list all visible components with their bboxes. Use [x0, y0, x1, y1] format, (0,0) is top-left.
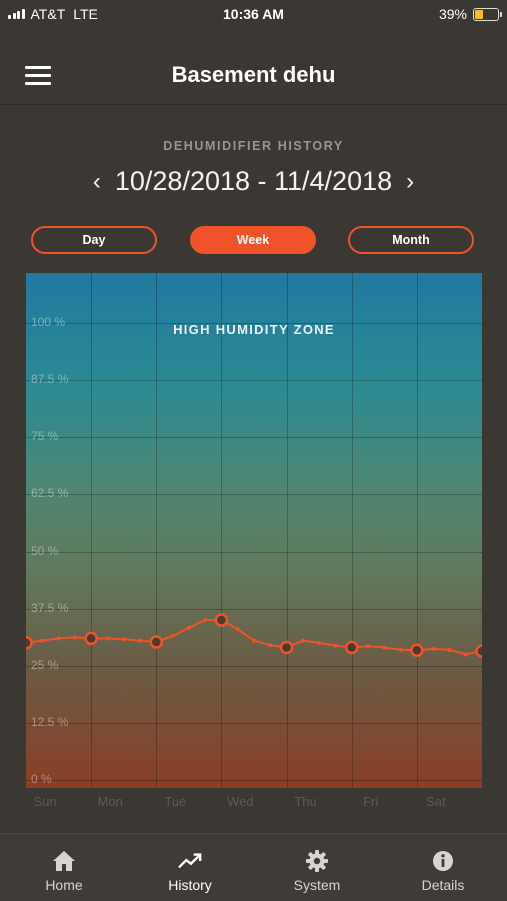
- data-point: [56, 636, 61, 641]
- grid-line-horizontal: [26, 380, 482, 382]
- data-point: [366, 644, 370, 649]
- data-point: [268, 643, 273, 648]
- navigation-bar: Basement dehu: [0, 28, 507, 105]
- grid-line-vertical: [221, 273, 223, 788]
- battery-percent: 39%: [438, 6, 467, 22]
- tab-history[interactable]: History: [127, 834, 253, 901]
- y-axis-tick-label: 50 %: [31, 543, 59, 558]
- y-axis-tick-label: 37.5 %: [31, 600, 69, 615]
- data-point: [72, 635, 77, 640]
- humidity-line-plot: [26, 613, 483, 658]
- info-icon: [431, 850, 455, 872]
- y-axis-tick-label: 12.5 %: [31, 714, 69, 729]
- status-right: 39%: [438, 6, 502, 22]
- status-bar: AT&T LTE 10:36 AM 39%: [0, 0, 507, 28]
- hamburger-menu-icon[interactable]: [25, 66, 51, 86]
- x-axis-tick-label: Fri: [363, 794, 379, 809]
- home-icon: [52, 850, 76, 872]
- tab-system-label: System: [293, 877, 341, 893]
- y-axis-tick-label: 25 %: [31, 657, 59, 672]
- bottom-tab-bar: Home History System Details: [0, 833, 507, 901]
- data-point: [252, 638, 256, 643]
- date-range-navigator: ‹ 10/28/2018 - 11/4/2018 ›: [0, 166, 507, 197]
- daily-data-point-marker[interactable]: [279, 640, 294, 655]
- network-type: LTE: [73, 6, 98, 22]
- x-axis-tick-label: Sun: [33, 794, 57, 809]
- previous-week-arrow-icon[interactable]: ‹: [92, 167, 101, 195]
- grid-line-horizontal: [26, 323, 482, 324]
- date-range-text: 10/28/2018 - 11/4/2018: [114, 166, 393, 196]
- trend-chart-icon: [178, 850, 202, 872]
- data-point: [398, 647, 403, 652]
- y-axis-tick-label: 87.5 %: [31, 372, 69, 387]
- grid-line-vertical: [156, 273, 158, 788]
- daily-data-point-marker[interactable]: [475, 644, 483, 658]
- y-axis-tick-label: 62.5 %: [31, 486, 69, 501]
- day-tab-button[interactable]: Day: [31, 226, 157, 254]
- high-humidity-zone-label: HIGH HUMIDITY ZONE: [173, 322, 335, 337]
- tab-details-label: Details: [421, 877, 465, 893]
- grid-line-vertical: [286, 273, 288, 788]
- tab-home[interactable]: Home: [1, 834, 127, 901]
- status-left: AT&T LTE: [8, 6, 98, 22]
- data-point: [300, 638, 305, 643]
- data-point: [105, 636, 110, 641]
- tab-details[interactable]: Details: [380, 834, 506, 901]
- daily-data-point-marker[interactable]: [410, 643, 424, 657]
- grid-line-horizontal: [26, 722, 482, 724]
- x-axis-tick-label: Wed: [227, 794, 254, 809]
- data-point: [203, 618, 208, 623]
- data-point: [317, 640, 322, 645]
- daily-data-point-marker[interactable]: [149, 635, 164, 649]
- next-week-arrow-icon[interactable]: ›: [406, 167, 415, 195]
- y-axis-tick-label: 75 %: [31, 429, 59, 444]
- y-axis-tick-label: 0 %: [31, 772, 52, 786]
- y-axis-tick-label: 100 %: [31, 315, 66, 329]
- daily-data-point-marker[interactable]: [26, 636, 33, 650]
- tab-system[interactable]: System: [254, 834, 380, 901]
- grid-line-horizontal: [26, 608, 482, 610]
- month-tab-button[interactable]: Month: [348, 226, 474, 254]
- x-axis-tick-label: Tue: [164, 794, 187, 809]
- history-section-label: DEHUMIDIFIER HISTORY: [163, 139, 344, 153]
- data-point: [333, 643, 338, 648]
- daily-data-point-marker[interactable]: [344, 640, 359, 655]
- battery-level-fill: [475, 9, 484, 19]
- x-axis-tick-label: Sat: [426, 794, 446, 809]
- status-time: 10:36 AM: [223, 6, 284, 22]
- grid-line-horizontal: [26, 437, 482, 439]
- grid-line-horizontal: [26, 665, 482, 667]
- data-point: [431, 646, 436, 651]
- week-tab-button[interactable]: Week: [190, 226, 316, 254]
- page-title: Basement dehu: [171, 62, 336, 87]
- data-point: [186, 625, 191, 630]
- tab-home-label: Home: [45, 877, 83, 893]
- x-axis-tick-label: Mon: [97, 794, 123, 809]
- grid-line-vertical: [91, 273, 93, 788]
- grid-line-vertical: [351, 273, 353, 788]
- grid-line-vertical: [416, 273, 418, 788]
- humidity-history-chart: HIGH HUMIDITY ZONE 100 % 87.5 % 75 % 62.5 %…: [26, 273, 482, 788]
- data-point: [170, 634, 175, 639]
- data-point: [235, 627, 240, 632]
- data-point: [463, 652, 468, 657]
- grid-line-horizontal: [26, 494, 482, 496]
- grid-line-horizontal: [26, 551, 482, 553]
- battery-icon: [473, 7, 502, 21]
- daily-data-point-marker[interactable]: [214, 613, 229, 627]
- gear-icon: [305, 850, 329, 872]
- data-point: [138, 638, 142, 643]
- x-axis-tick-label: Thu: [294, 794, 317, 809]
- data-point: [40, 638, 45, 643]
- data-point: [121, 637, 126, 642]
- daily-data-point-marker[interactable]: [84, 631, 98, 646]
- data-point: [382, 645, 387, 650]
- grid-line-horizontal: [26, 780, 482, 781]
- tab-history-label: History: [168, 877, 212, 893]
- carrier-name: AT&T: [30, 6, 66, 22]
- signal-strength-icon: [8, 9, 25, 19]
- data-point: [447, 647, 452, 652]
